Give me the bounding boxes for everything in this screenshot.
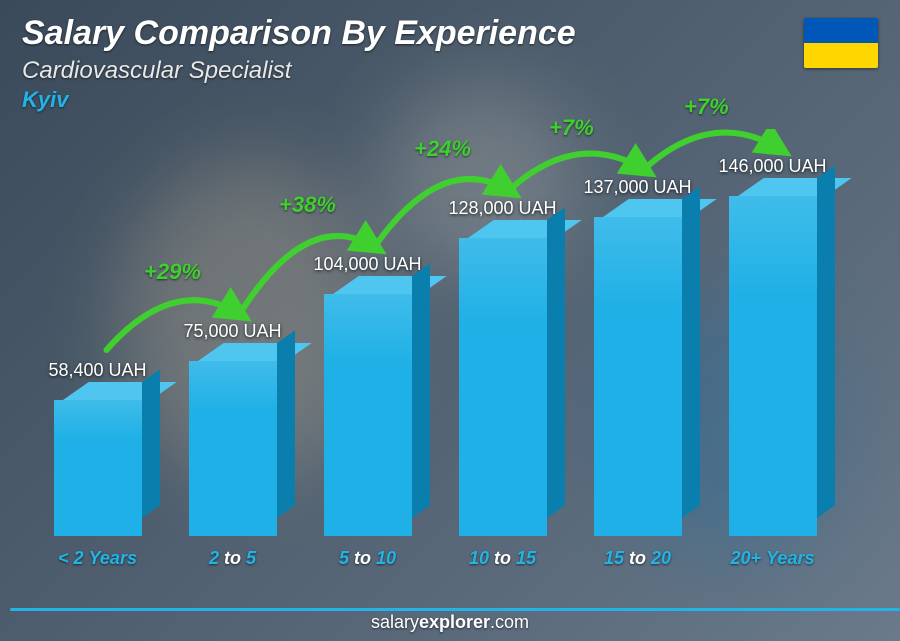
chart-title: Salary Comparison By Experience: [22, 14, 790, 53]
footer-accent: explorer: [419, 612, 490, 632]
change-percent-badge: +7%: [684, 94, 729, 120]
x-axis-category-label: 10 to 15: [469, 548, 536, 569]
bar-column: 146,000 UAH20+ Years: [705, 129, 840, 569]
bar-side-face: [682, 186, 700, 518]
bar-front-face: [189, 361, 277, 536]
header: Salary Comparison By Experience Cardiova…: [22, 14, 790, 113]
change-percent-badge: +24%: [414, 136, 471, 162]
chart-location: Kyiv: [22, 87, 790, 113]
change-percent-badge: +7%: [549, 115, 594, 141]
bars-container: 58,400 UAH< 2 Years75,000 UAH2 to 5104,0…: [30, 129, 840, 569]
x-axis-line: [10, 608, 900, 611]
bar-side-face: [412, 263, 430, 518]
x-axis-category-label: 20+ Years: [731, 548, 815, 569]
x-axis-category-label: 2 to 5: [209, 548, 256, 569]
bar: [729, 196, 817, 536]
bar-column: 128,000 UAH10 to 15: [435, 129, 570, 569]
bar-side-face: [817, 165, 835, 518]
x-axis-category-label: 15 to 20: [604, 548, 671, 569]
footer-suffix: .com: [490, 612, 529, 632]
flag-top-stripe: [804, 18, 878, 43]
chart-area: 58,400 UAH< 2 Years75,000 UAH2 to 5104,0…: [30, 129, 840, 569]
bar-side-face: [547, 207, 565, 518]
bar-front-face: [459, 238, 547, 536]
flag-bottom-stripe: [804, 43, 878, 68]
bar-front-face: [324, 294, 412, 536]
bar: [594, 217, 682, 536]
change-percent-badge: +38%: [279, 192, 336, 218]
bar-side-face: [142, 369, 160, 518]
change-percent-badge: +29%: [144, 259, 201, 285]
bar: [459, 238, 547, 536]
bar-column: 137,000 UAH15 to 20: [570, 129, 705, 569]
bar-column: 58,400 UAH< 2 Years: [30, 129, 165, 569]
bar: [54, 400, 142, 536]
bar: [189, 361, 277, 536]
bar: [324, 294, 412, 536]
bar-front-face: [594, 217, 682, 536]
bar-front-face: [54, 400, 142, 536]
bar-front-face: [729, 196, 817, 536]
footer-attribution: salaryexplorer.com: [0, 612, 900, 633]
chart-stage: Salary Comparison By Experience Cardiova…: [0, 0, 900, 641]
bar-side-face: [277, 330, 295, 518]
chart-subtitle: Cardiovascular Specialist: [22, 57, 790, 85]
footer-prefix: salary: [371, 612, 419, 632]
x-axis-category-label: 5 to 10: [339, 548, 396, 569]
country-flag-ukraine: [804, 18, 878, 68]
x-axis-category-label: < 2 Years: [58, 548, 137, 569]
